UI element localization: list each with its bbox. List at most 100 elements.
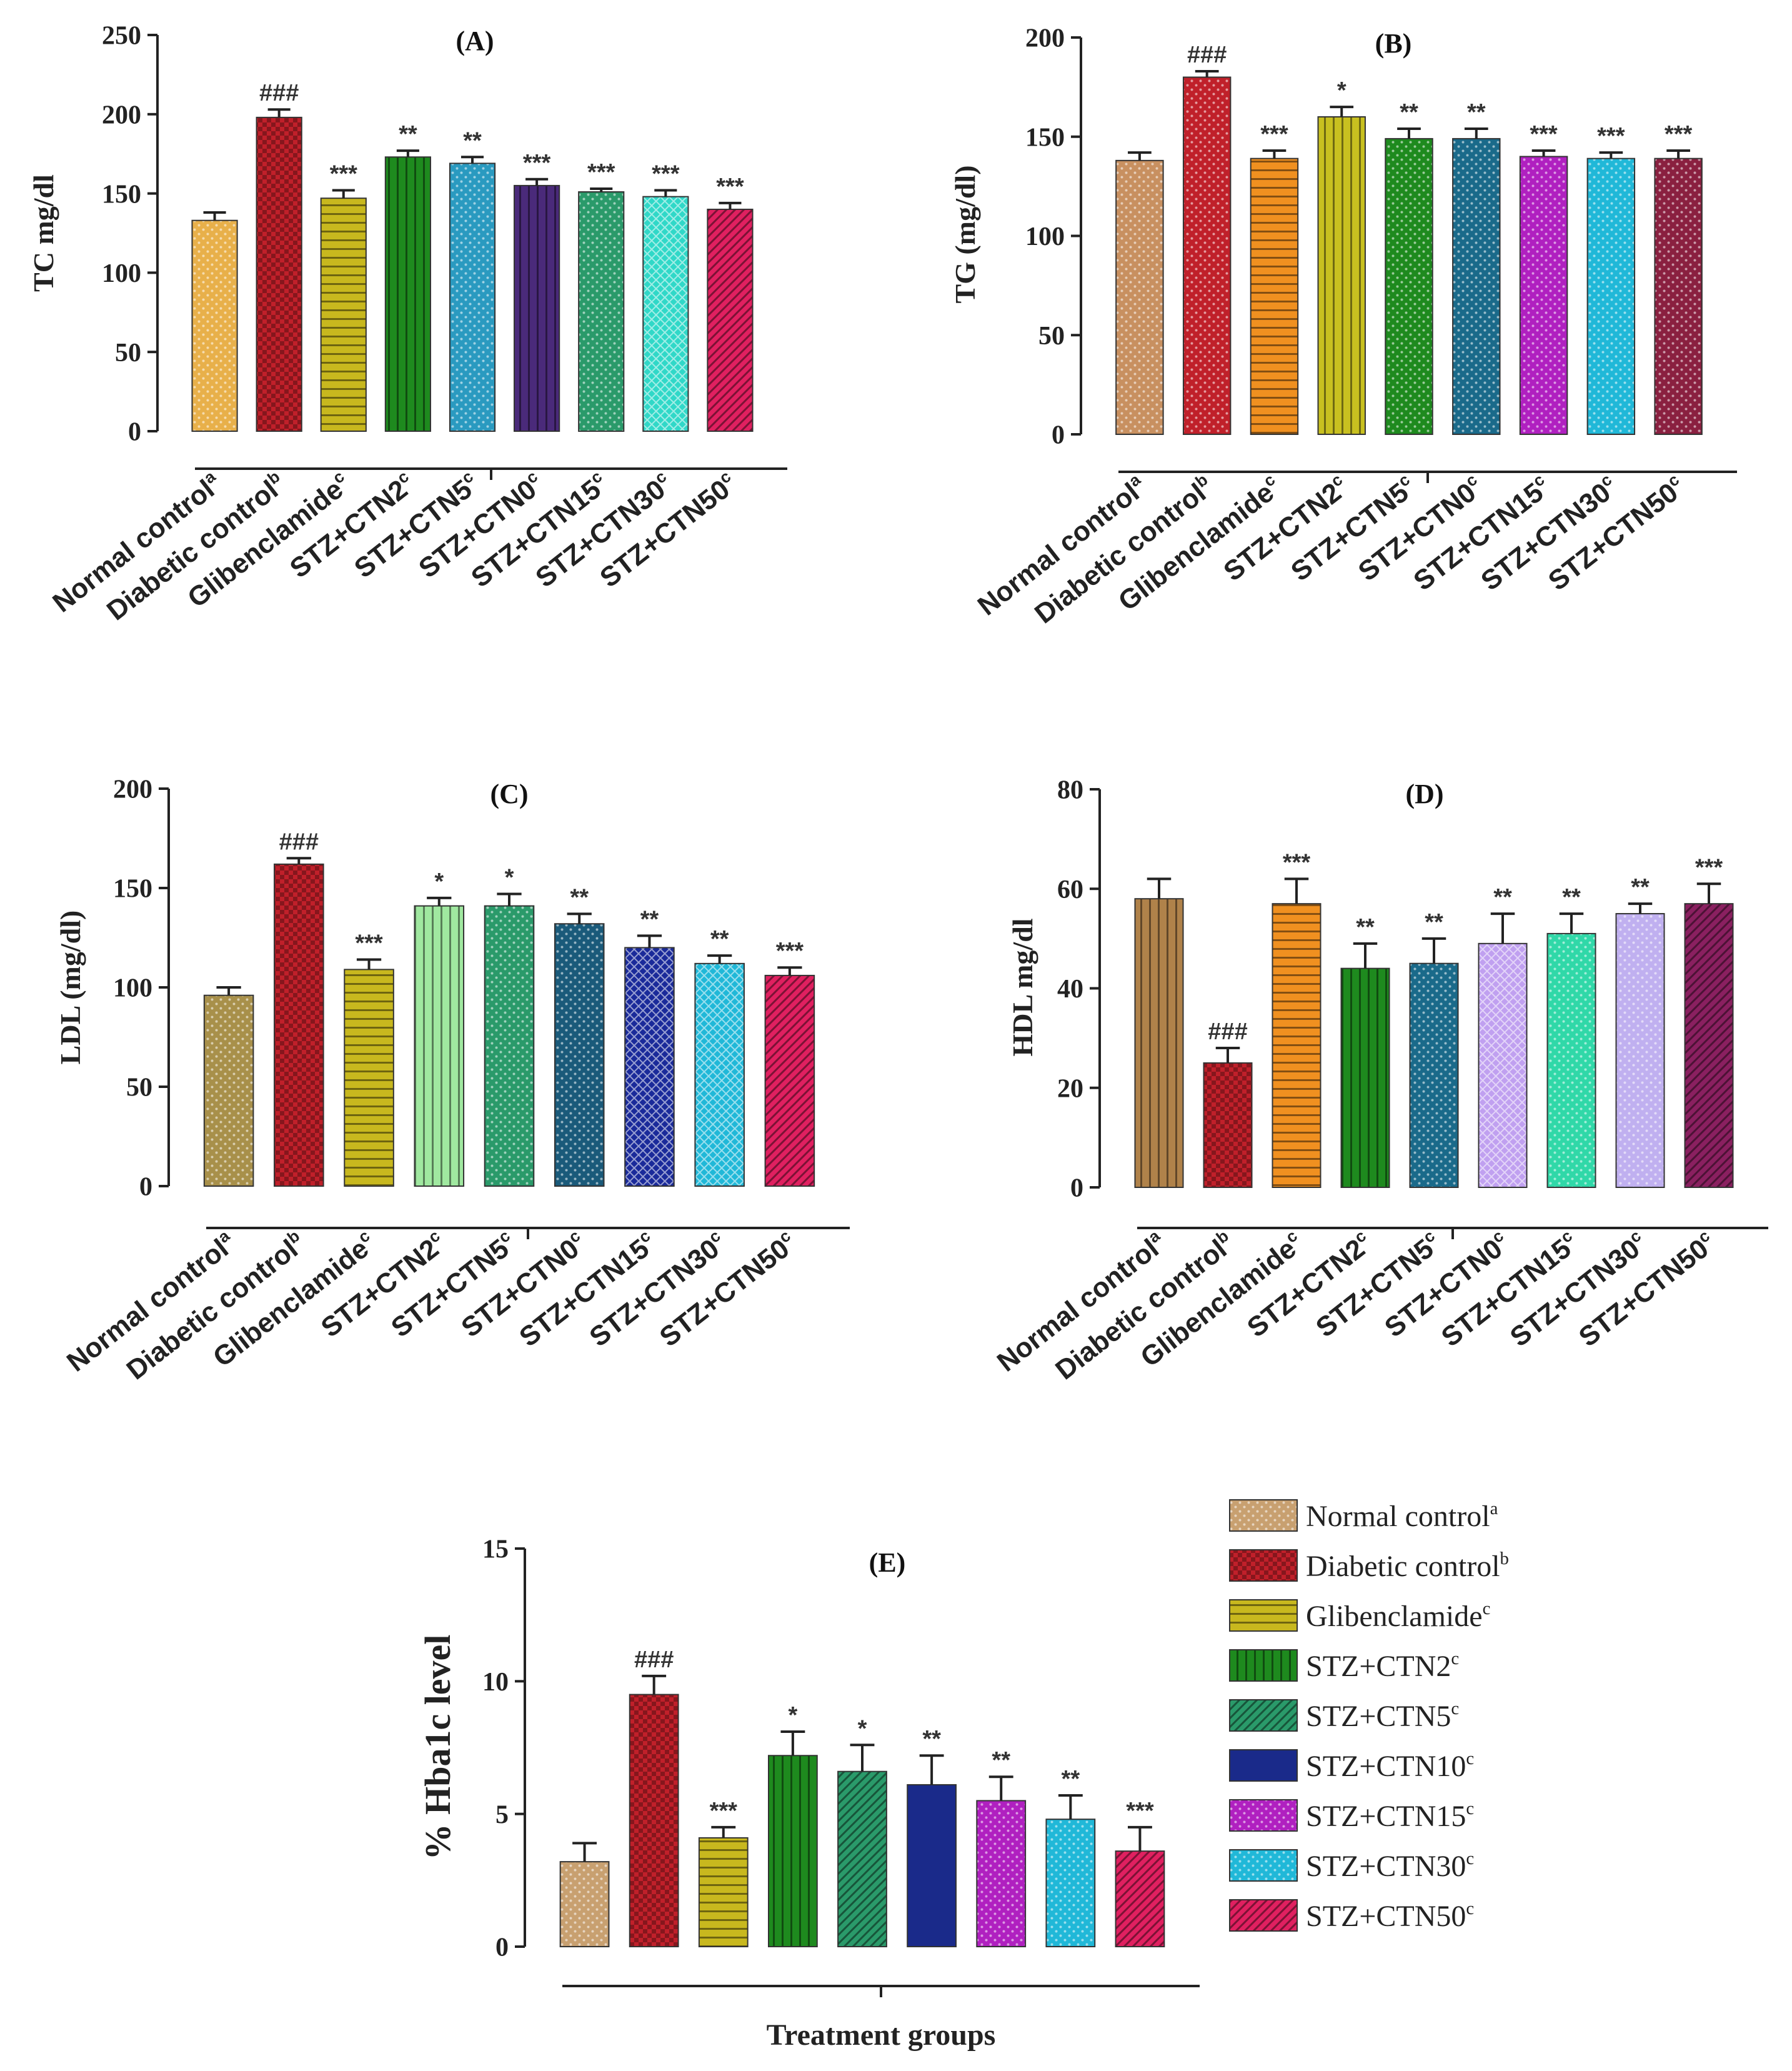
significance-label: ** <box>463 127 482 154</box>
bar <box>344 969 394 1187</box>
legend-swatch <box>1229 1899 1298 1932</box>
significance-label: ** <box>399 121 417 147</box>
panel-title: (E) <box>869 1547 906 1578</box>
panel-title: (D) <box>1405 779 1443 809</box>
y-axis-label: TG (mg/dl) <box>949 165 981 303</box>
bar <box>1317 116 1366 435</box>
significance-label: ### <box>1187 42 1227 68</box>
significance-label: *** <box>1665 121 1693 147</box>
significance-label: *** <box>710 1798 738 1824</box>
y-tick-label: 5 <box>495 1800 509 1829</box>
y-tick-label: 0 <box>1070 1174 1083 1203</box>
significance-label: * <box>1337 77 1346 104</box>
bar <box>384 156 431 432</box>
significance-label: *** <box>523 150 551 176</box>
y-tick-label: 100 <box>113 974 152 1003</box>
bar <box>484 905 535 1187</box>
significance-label: ### <box>634 1647 674 1673</box>
y-axis-label: TC mg/dl <box>27 174 59 292</box>
y-tick-label: 80 <box>1057 776 1083 805</box>
y-tick-label: 50 <box>1038 322 1065 351</box>
legend-label: STZ+CTN30c <box>1306 1849 1474 1883</box>
significance-label: ### <box>1208 1019 1247 1045</box>
y-tick-label: 0 <box>128 418 141 447</box>
bar <box>1546 932 1596 1188</box>
bar <box>707 208 754 432</box>
significance-label: ** <box>1425 909 1443 936</box>
y-tick-label: 20 <box>1057 1074 1083 1103</box>
bar <box>1615 913 1665 1188</box>
significance-label: *** <box>1260 121 1288 147</box>
significance-label: ### <box>279 829 319 855</box>
y-tick-label: 150 <box>102 180 141 209</box>
significance-label: ** <box>1400 99 1418 126</box>
y-axis-label: LDL (mg/dl) <box>54 911 86 1065</box>
panel-title: (B) <box>1375 28 1412 59</box>
legend-swatch <box>1229 1549 1298 1582</box>
legend-label: STZ+CTN15c <box>1306 1799 1474 1833</box>
bar <box>976 1800 1027 1948</box>
legend-swatch <box>1229 1749 1298 1782</box>
bar <box>203 994 254 1187</box>
bar <box>1452 137 1501 436</box>
legend-label: STZ+CTN2c <box>1306 1649 1459 1683</box>
y-tick-label: 250 <box>102 22 141 51</box>
y-tick-label: 0 <box>495 1934 509 1962</box>
bar <box>1385 137 1433 436</box>
bar <box>768 1755 818 1947</box>
significance-label: *** <box>1283 849 1311 876</box>
y-axis-label: % Hba1c level <box>417 1635 458 1860</box>
y-tick-label: 60 <box>1057 876 1083 904</box>
bar <box>449 162 496 432</box>
y-tick-label: 50 <box>115 339 141 367</box>
significance-label: ### <box>259 80 299 106</box>
significance-label: *** <box>355 930 383 956</box>
legend-swatch <box>1229 1599 1298 1632</box>
significance-label: ** <box>570 884 589 911</box>
y-tick-label: 200 <box>102 101 141 130</box>
y-tick-label: 10 <box>482 1668 509 1697</box>
y-tick-label: 50 <box>126 1074 152 1102</box>
panel-title: (C) <box>490 779 528 809</box>
significance-label: *** <box>1530 121 1558 147</box>
y-tick-label: 150 <box>1025 123 1065 152</box>
bar <box>1272 903 1322 1188</box>
y-tick-label: 0 <box>139 1173 152 1202</box>
bar <box>1045 1819 1096 1947</box>
bar <box>1684 903 1734 1188</box>
bar <box>642 196 689 432</box>
bar <box>629 1694 679 1947</box>
legend-label: STZ+CTN5c <box>1306 1699 1459 1733</box>
significance-label: *** <box>776 938 804 964</box>
significance-label: ** <box>922 1726 941 1752</box>
bar <box>514 184 560 432</box>
legend-swatch <box>1229 1649 1298 1682</box>
bar <box>414 905 465 1187</box>
legend-swatch <box>1229 1799 1298 1832</box>
y-tick-label: 200 <box>113 776 152 804</box>
significance-label: *** <box>1597 123 1625 149</box>
bar <box>320 197 367 432</box>
y-tick-label: 0 <box>1052 421 1065 450</box>
significance-label: ** <box>1631 874 1650 901</box>
legend-label: Normal controla <box>1306 1499 1498 1533</box>
bar <box>1134 898 1184 1189</box>
y-tick-label: 100 <box>1025 222 1065 251</box>
bar <box>1115 159 1164 435</box>
significance-label: ** <box>1062 1766 1080 1792</box>
legend-label: STZ+CTN10c <box>1306 1749 1474 1783</box>
significance-label: *** <box>330 161 358 187</box>
bar <box>559 1861 610 1948</box>
significance-label: *** <box>716 174 744 200</box>
bar <box>907 1784 957 1948</box>
bar <box>256 116 302 432</box>
bar <box>191 219 238 432</box>
bar <box>1654 157 1703 436</box>
y-tick-label: 40 <box>1057 975 1083 1004</box>
bar <box>554 923 605 1187</box>
bar <box>1409 962 1459 1188</box>
